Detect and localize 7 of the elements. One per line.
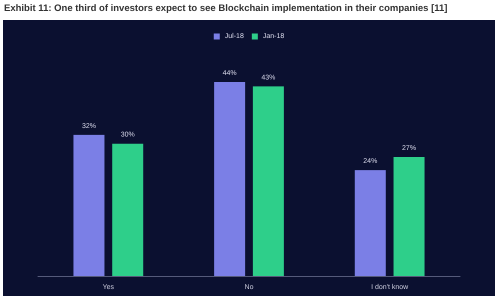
chart-title: Exhibit 11: One third of investors expect to see Blockchain implementation in their companies [11]	[4, 3, 448, 14]
bar	[214, 82, 246, 276]
bar	[112, 144, 144, 276]
bar	[252, 86, 284, 276]
bar	[73, 134, 104, 276]
bar	[394, 156, 425, 276]
bar	[354, 170, 386, 276]
